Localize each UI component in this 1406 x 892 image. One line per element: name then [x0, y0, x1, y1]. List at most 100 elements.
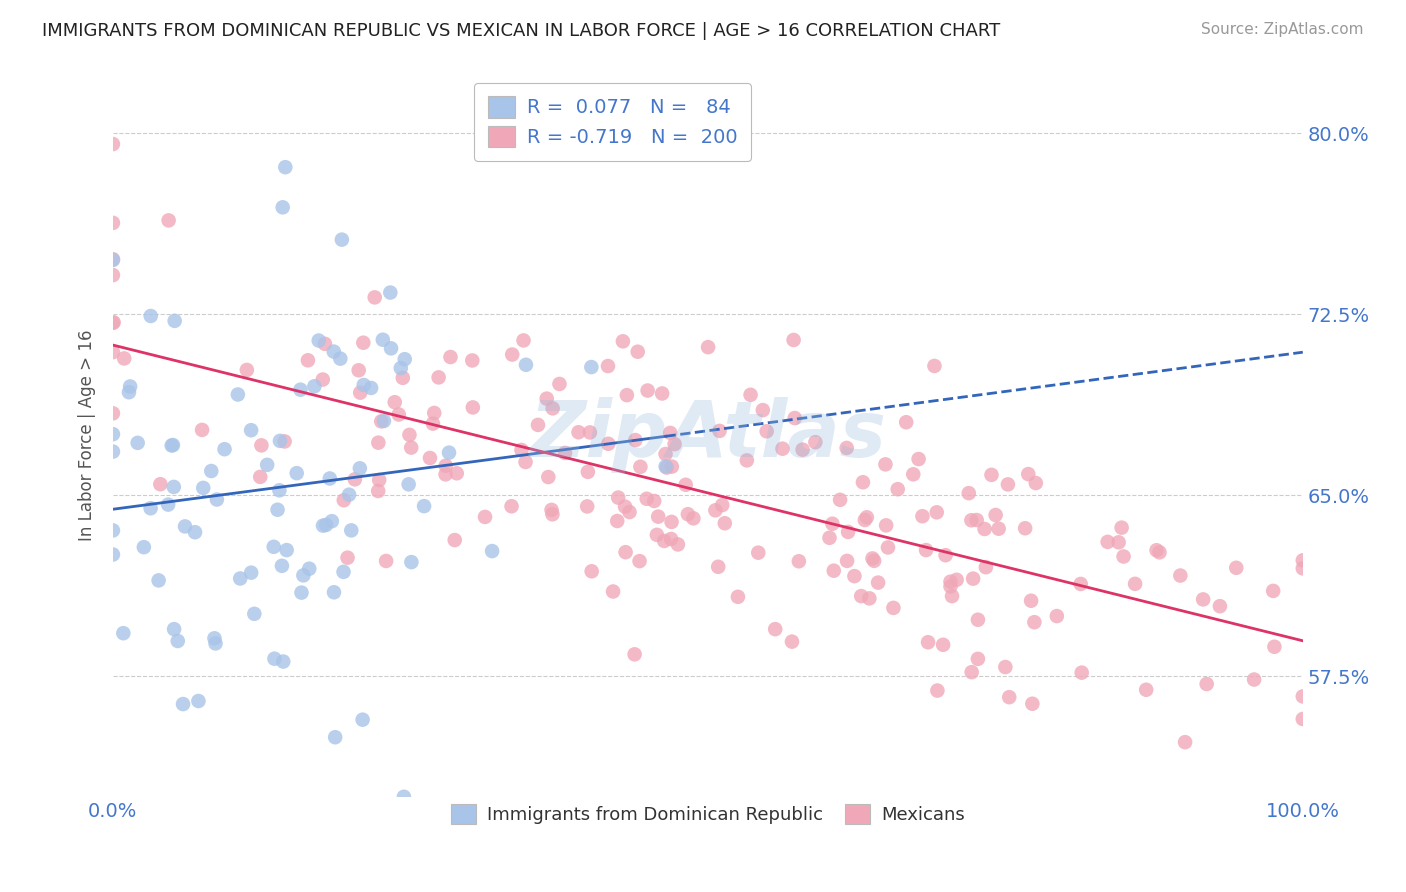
Point — [515, 358, 537, 372]
Point — [352, 713, 374, 727]
Point — [925, 505, 948, 519]
Point — [329, 351, 352, 366]
Point — [319, 471, 342, 485]
Point — [290, 585, 312, 599]
Point — [619, 505, 641, 519]
Point — [962, 572, 984, 586]
Point — [647, 509, 669, 524]
Point — [960, 665, 983, 680]
Point — [285, 466, 308, 480]
Point — [423, 406, 446, 420]
Point — [323, 585, 346, 599]
Point — [852, 475, 875, 490]
Point — [772, 442, 794, 456]
Point — [347, 363, 370, 377]
Point — [697, 340, 720, 354]
Point — [581, 360, 603, 375]
Point — [384, 395, 406, 409]
Point — [1014, 521, 1036, 535]
Point — [1225, 561, 1247, 575]
Point — [828, 492, 851, 507]
Point — [704, 503, 727, 517]
Point — [510, 442, 533, 457]
Point — [1021, 697, 1043, 711]
Point — [389, 361, 412, 376]
Point — [740, 388, 762, 402]
Point — [541, 401, 564, 416]
Point — [957, 486, 980, 500]
Point — [271, 655, 294, 669]
Point — [367, 483, 389, 498]
Point — [659, 532, 682, 546]
Point — [413, 499, 436, 513]
Point — [783, 411, 806, 425]
Point — [204, 632, 226, 646]
Point — [139, 501, 162, 516]
Point — [596, 359, 619, 373]
Point — [162, 438, 184, 452]
Point — [298, 562, 321, 576]
Point — [101, 137, 124, 152]
Point — [661, 515, 683, 529]
Point — [624, 433, 647, 447]
Point — [336, 550, 359, 565]
Point — [998, 690, 1021, 705]
Point — [308, 334, 330, 348]
Point — [915, 543, 938, 558]
Point — [340, 524, 363, 538]
Point — [243, 607, 266, 621]
Point — [735, 453, 758, 467]
Point — [349, 385, 371, 400]
Point — [858, 591, 880, 606]
Point — [101, 345, 124, 359]
Point — [1292, 690, 1315, 704]
Point — [157, 213, 180, 227]
Point — [939, 579, 962, 593]
Point — [214, 442, 236, 457]
Point — [1135, 682, 1157, 697]
Point — [250, 438, 273, 452]
Point — [269, 434, 291, 448]
Point — [370, 414, 392, 428]
Point — [266, 502, 288, 516]
Point — [375, 554, 398, 568]
Point — [1070, 665, 1092, 680]
Point — [481, 544, 503, 558]
Point — [536, 392, 558, 406]
Point — [439, 350, 461, 364]
Point — [157, 498, 180, 512]
Point — [392, 789, 415, 804]
Point — [818, 531, 841, 545]
Point — [461, 353, 484, 368]
Point — [1112, 549, 1135, 564]
Point — [941, 589, 963, 603]
Point — [1108, 535, 1130, 549]
Point — [711, 498, 734, 512]
Point — [101, 524, 124, 538]
Point — [537, 470, 560, 484]
Point — [654, 447, 676, 461]
Point — [1292, 553, 1315, 567]
Point — [343, 472, 366, 486]
Point — [856, 510, 879, 524]
Point — [527, 417, 550, 432]
Point — [835, 441, 858, 455]
Point — [380, 342, 402, 356]
Point — [598, 437, 620, 451]
Point — [823, 564, 845, 578]
Point — [652, 533, 675, 548]
Point — [939, 574, 962, 589]
Point — [323, 730, 346, 744]
Point — [398, 427, 420, 442]
Point — [388, 408, 411, 422]
Point — [172, 697, 194, 711]
Point — [174, 519, 197, 533]
Point — [804, 435, 827, 450]
Point — [101, 252, 124, 267]
Point — [1192, 592, 1215, 607]
Point — [160, 438, 183, 452]
Point — [747, 546, 769, 560]
Point — [896, 415, 918, 429]
Point — [960, 513, 983, 527]
Point — [427, 370, 450, 384]
